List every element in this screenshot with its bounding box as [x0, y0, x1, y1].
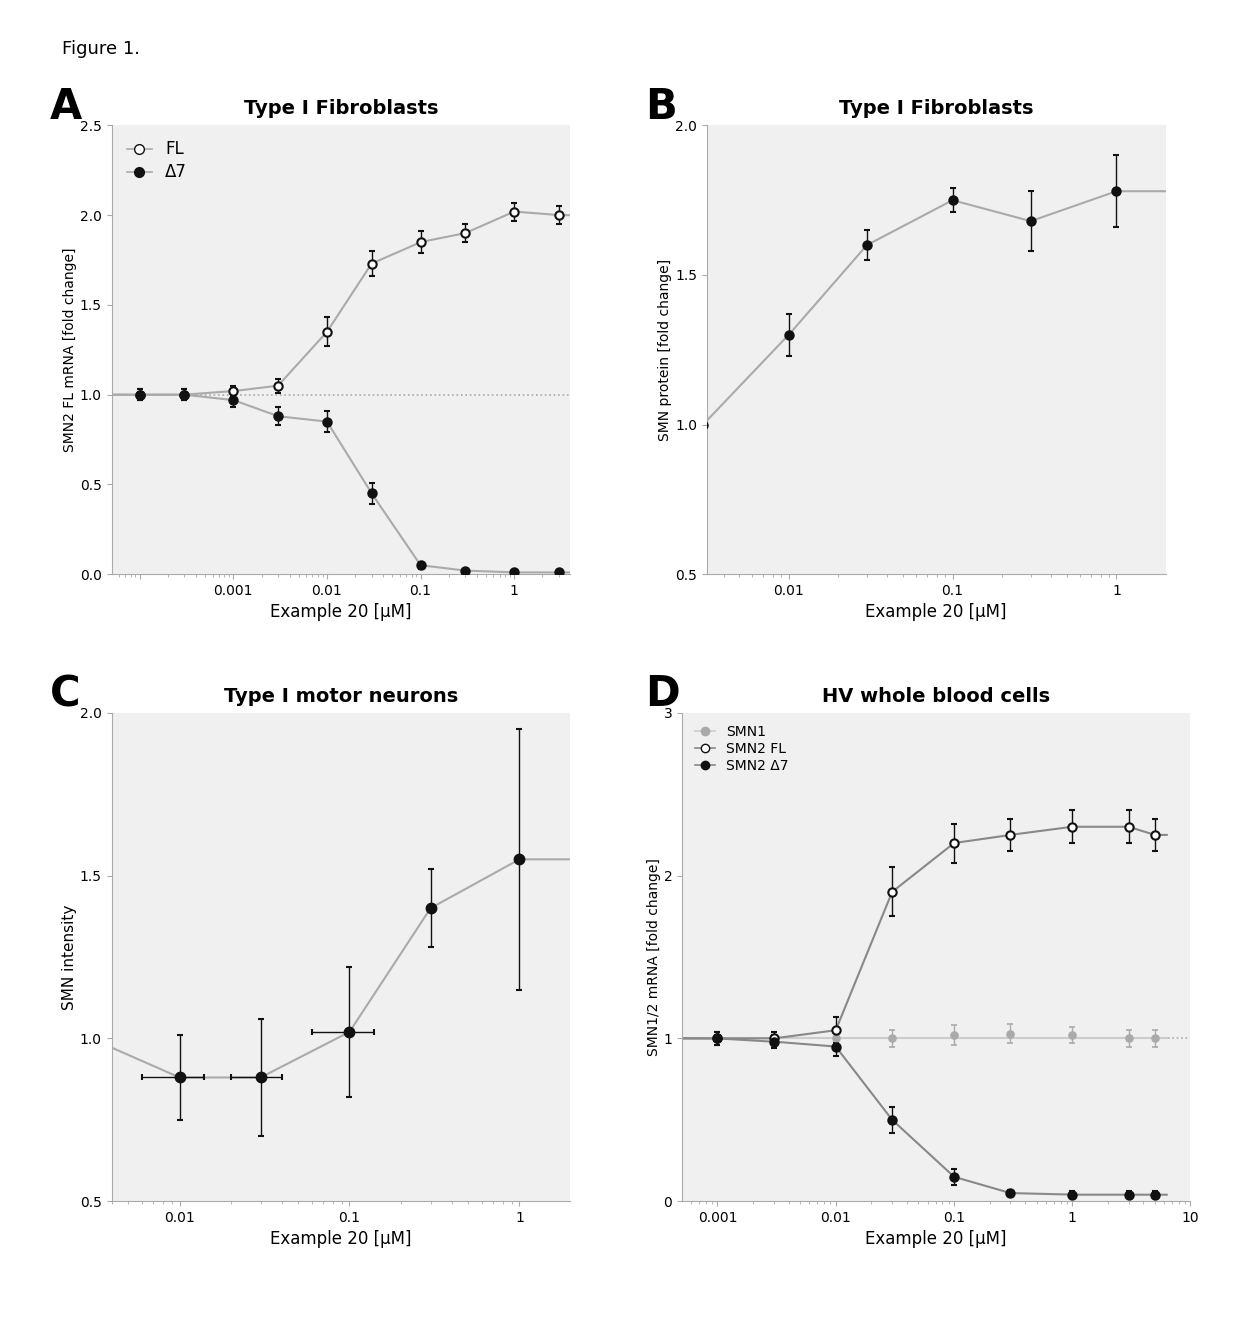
Y-axis label: SMN intensity: SMN intensity — [62, 904, 77, 1010]
X-axis label: Example 20 [μM]: Example 20 [μM] — [270, 603, 412, 622]
Title: Type I motor neurons: Type I motor neurons — [224, 686, 458, 706]
Y-axis label: SMN2 FL mRNA [fold change]: SMN2 FL mRNA [fold change] — [63, 248, 77, 451]
Text: D: D — [645, 673, 680, 715]
Legend: FL, Δ7: FL, Δ7 — [120, 133, 193, 187]
Text: B: B — [645, 86, 677, 128]
Title: Type I Fibroblasts: Type I Fibroblasts — [244, 99, 438, 119]
X-axis label: Example 20 [μM]: Example 20 [μM] — [866, 1230, 1007, 1249]
Text: A: A — [50, 86, 82, 128]
Title: Type I Fibroblasts: Type I Fibroblasts — [839, 99, 1033, 119]
X-axis label: Example 20 [μM]: Example 20 [μM] — [866, 603, 1007, 622]
Text: C: C — [50, 673, 81, 715]
Y-axis label: SMN1/2 mRNA [fold change]: SMN1/2 mRNA [fold change] — [646, 858, 661, 1056]
Title: HV whole blood cells: HV whole blood cells — [822, 686, 1050, 706]
Text: Figure 1.: Figure 1. — [62, 40, 140, 58]
Y-axis label: SMN protein [fold change]: SMN protein [fold change] — [658, 259, 672, 441]
Legend: SMN1, SMN2 FL, SMN2 Δ7: SMN1, SMN2 FL, SMN2 Δ7 — [689, 719, 795, 779]
X-axis label: Example 20 [μM]: Example 20 [μM] — [270, 1230, 412, 1249]
